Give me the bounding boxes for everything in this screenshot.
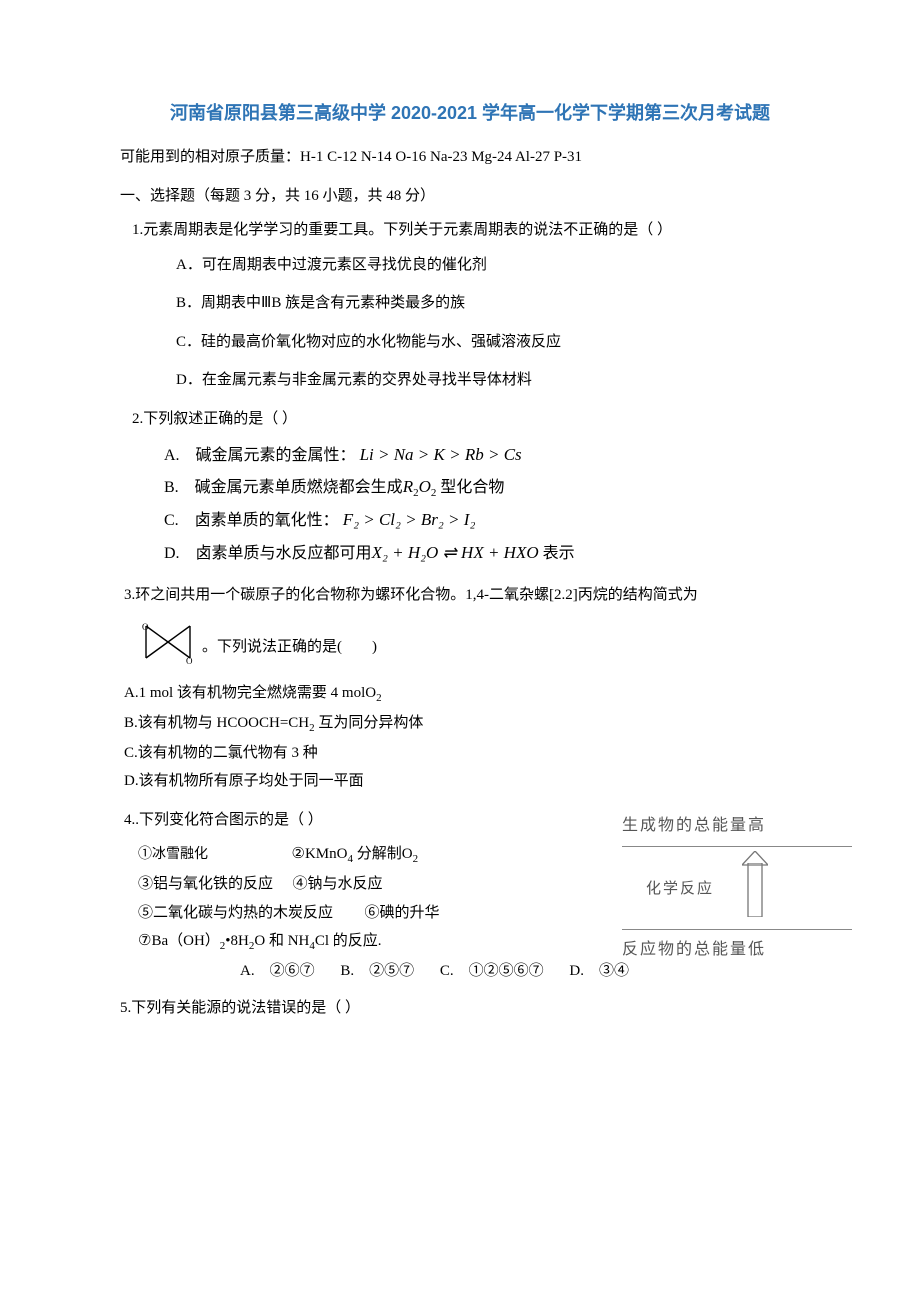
q2b-after: 型化合物 [436,479,504,496]
q2-option-a: A. 碱金属元素的金属性： Li > Na > K > Rb > Cs [120,439,820,471]
q4-item7-mid: •8H [225,933,249,949]
q1-option-a: A．可在周期表中过渡元素区寻找优良的催化剂 [120,251,820,280]
q4-item2-mid: 分解制 [353,846,402,862]
q3b-text: B.该有机物与 HCOOCH=CH [124,715,309,731]
diagram-middle: 化学反应 [622,847,852,923]
q3a-sub: 2 [376,692,382,704]
q4-item3: ③铝与氧化铁的反应 [138,876,273,892]
diagram-mid-label: 化学反应 [646,875,714,904]
atomic-mass-info: 可能用到的相对原子质量：H-1 C-12 N-14 O-16 Na-23 Mg-… [120,143,820,172]
q1-option-b: B．周期表中ⅢB 族是含有元素种类最多的族 [120,289,820,318]
q2d-formula: X₂ + H₂O ⇌ HX + HXO [372,543,539,562]
q4-item2-pre: ②KMnO [292,846,348,862]
q4-item1: ①冰雪融化 [138,842,208,869]
q4-item2-o: O [402,846,413,862]
q4-opt-c: C. ①②⑤⑥⑦ [440,963,544,979]
q2-option-b: B. 碱金属元素单质燃烧都会生成R2O2 型化合物 [120,471,820,504]
q2-stem: 2.下列叙述正确的是（ ） [120,405,820,434]
q3-option-d: D.该有机物所有原子均处于同一平面 [120,767,820,796]
q1-option-d: D．在金属元素与非金属元素的交界处寻找半导体材料 [120,366,820,395]
spiro-structure-icon: O O [142,620,194,675]
q3-stem: 3.环之间共用一个碳原子的化合物称为螺环化合物。1,4-二氧杂螺[2.2]丙烷的… [120,581,820,610]
q3-after-icon: 。下列说法正确的是( ) [202,639,377,655]
q2b-R: R [403,477,413,496]
q4-item6: ⑥碘的升华 [365,905,440,921]
q4-item7-mid2: O 和 NH [254,933,309,949]
q3a-text: A.1 mol 该有机物完全燃烧需要 4 mol [124,685,365,701]
q2-option-c: C. 卤素单质的氧化性： F₂ > Cl₂ > Br₂ > I₂ [120,504,820,536]
q3a-o: O [365,685,376,701]
arrow-up-icon [742,851,768,917]
question-3: 3.环之间共用一个碳原子的化合物称为螺环化合物。1,4-二氧杂螺[2.2]丙烷的… [120,581,820,796]
q2a-formula: Li > Na > K > Rb > Cs [360,445,522,464]
q2c-formula: F₂ > Cl₂ > Br₂ > I₂ [343,510,476,529]
q2-option-d: D. 卤素单质与水反应都可用X₂ + H₂O ⇌ HX + HXO 表示 [120,537,820,569]
q4-opt-d: D. ③④ [569,963,629,979]
section-1-header: 一、选择题（每题 3 分，共 16 小题，共 48 分） [120,182,820,211]
page-title: 河南省原阳县第三高级中学 2020-2021 学年高一化学下学期第三次月考试题 [120,100,820,127]
diagram-bottom-label: 反应物的总能量低 [622,929,852,970]
svg-text:O: O [186,656,193,664]
q2d-after: 表示 [539,545,575,562]
question-1: 1.元素周期表是化学学习的重要工具。下列关于元素周期表的说法不正确的是（ ） A… [120,216,820,395]
q2d-prefix: D. 卤素单质与水反应都可用 [164,545,372,562]
q5-stem: 5.下列有关能源的说法错误的是（ ） [120,994,820,1023]
q3-option-a: A.1 mol 该有机物完全燃烧需要 4 molO2 [120,679,820,709]
q3-option-b: B.该有机物与 HCOOCH=CH2 互为同分异构体 [120,709,820,739]
q3-option-c: C.该有机物的二氯代物有 3 种 [120,739,820,768]
diagram-top-label: 生成物的总能量高 [622,806,852,847]
q1-option-c: C．硅的最高价氧化物对应的水化物能与水、强碱溶液反应 [120,328,820,357]
q4-opt-a: A. ②⑥⑦ [240,963,315,979]
question-4: 4..下列变化符合图示的是（ ） ①冰雪融化 ②KMnO4 分解制O2 ③铝与氧… [120,806,820,986]
q4-item2-sub2: 2 [413,853,419,865]
q4-item5: ⑤二氧化碳与灼热的木炭反应 [138,905,333,921]
chemical-structure-icon: O O [142,620,194,664]
q4-item4: ④钠与水反应 [293,876,383,892]
q2b-prefix: B. 碱金属元素单质燃烧都会生成 [164,479,403,496]
q4-item7-after: Cl 的反应. [315,933,382,949]
energy-diagram: 生成物的总能量高 化学反应 反应物的总能量低 [622,806,852,971]
q4-opt-b: B. ②⑤⑦ [340,963,414,979]
q1-stem: 1.元素周期表是化学学习的重要工具。下列关于元素周期表的说法不正确的是（ ） [120,216,820,245]
q4-item7-pre: ⑦Ba（OH） [138,933,220,949]
q2b-O: O [419,477,431,496]
question-2: 2.下列叙述正确的是（ ） A. 碱金属元素的金属性： Li > Na > K … [120,405,820,570]
q2a-prefix: A. 碱金属元素的金属性： [164,447,356,464]
q2c-prefix: C. 卤素单质的氧化性： [164,512,339,529]
q3b-after: 互为同分异构体 [315,715,424,731]
svg-text:O: O [142,622,149,632]
